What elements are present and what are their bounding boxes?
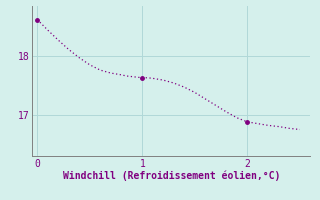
X-axis label: Windchill (Refroidissement éolien,°C): Windchill (Refroidissement éolien,°C) <box>62 170 280 181</box>
